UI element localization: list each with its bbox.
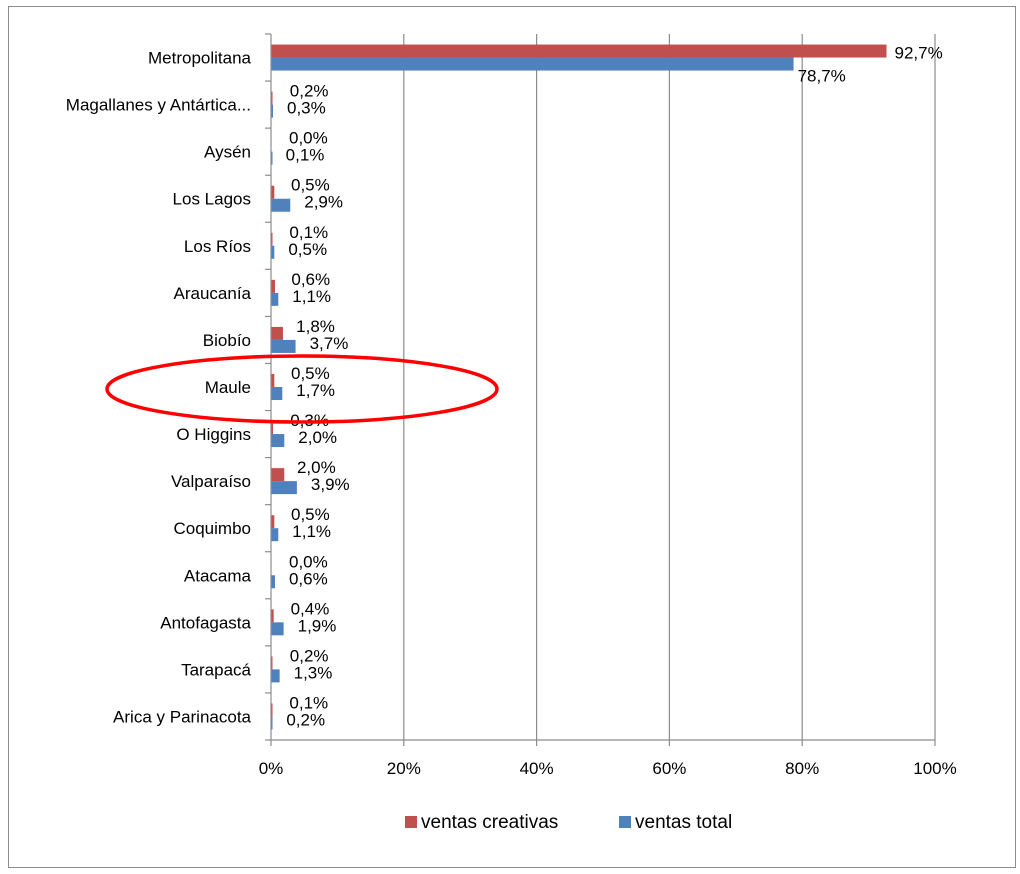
category-label: Maule <box>205 378 251 397</box>
bar-ventas-total <box>271 575 275 589</box>
bar-ventas-total <box>271 292 279 306</box>
data-label-ventas-creativas: 0,0% <box>289 129 328 148</box>
data-label-ventas-total: 2,0% <box>298 428 337 447</box>
bar-ventas-creativas <box>271 279 275 293</box>
bar-ventas-creativas <box>271 656 273 670</box>
data-label-ventas-creativas: 0,2% <box>290 646 329 665</box>
axes <box>265 33 936 746</box>
data-label-ventas-total: 1,1% <box>292 287 331 306</box>
data-label-ventas-total: 0,3% <box>287 99 326 118</box>
data-label-ventas-total: 78,7% <box>798 67 846 86</box>
data-label-ventas-creativas: 2,0% <box>297 458 336 477</box>
legend: ventas creativas ventas total <box>405 812 732 833</box>
category-label: O Higgins <box>176 425 251 444</box>
bar-ventas-creativas <box>271 374 275 387</box>
x-tick-label: 20% <box>387 759 421 778</box>
legend-swatch <box>619 816 631 828</box>
bar-ventas-creativas <box>271 515 275 529</box>
data-label-ventas-total: 0,2% <box>286 710 325 729</box>
gridlines <box>403 34 936 740</box>
category-label: Los Ríos <box>184 237 251 256</box>
data-label-ventas-total: 0,5% <box>288 240 327 259</box>
legend-label: ventas total <box>635 812 732 833</box>
category-label: Metropolitana <box>148 49 252 68</box>
data-label-ventas-creativas: 0,5% <box>291 505 330 524</box>
bar-ventas-total <box>271 245 275 259</box>
category-label: Araucanía <box>174 284 252 303</box>
data-label-ventas-total: 3,9% <box>311 475 350 494</box>
bar-ventas-creativas <box>271 91 273 105</box>
category-label: Atacama <box>184 566 252 585</box>
bars <box>271 44 887 730</box>
data-label-ventas-creativas: 0,4% <box>291 599 330 618</box>
highlight-ellipse <box>105 354 499 424</box>
data-label-ventas-total: 3,7% <box>310 334 349 353</box>
data-label-ventas-total: 1,3% <box>294 663 333 682</box>
bar-ventas-creativas <box>271 326 283 340</box>
data-label-ventas-creativas: 1,8% <box>296 317 335 336</box>
data-label-ventas-creativas: 0,2% <box>290 82 329 101</box>
bar-ventas-total <box>271 198 291 212</box>
bar-ventas-creativas <box>271 185 275 199</box>
data-label-ventas-total: 1,1% <box>292 522 331 541</box>
annotations <box>105 354 499 424</box>
category-labels: Metropolitana Magallanes y Antártica... Ay… <box>66 49 252 727</box>
category-label: Los Lagos <box>173 190 251 209</box>
chart-frame: Metropolitana Magallanes y Antártica... Ay… <box>8 6 1016 868</box>
data-label-ventas-creativas: 0,1% <box>289 223 328 242</box>
data-label-ventas-creativas: 0,5% <box>291 364 330 383</box>
bar-ventas-total <box>271 716 273 730</box>
category-label: Antofagasta <box>160 613 251 632</box>
bar-ventas-total <box>271 104 273 118</box>
legend-swatch <box>405 816 417 828</box>
bar-chart: Metropolitana Magallanes y Antártica... Ay… <box>66 33 957 833</box>
data-label-ventas-creativas: 0,6% <box>291 270 330 289</box>
data-label-ventas-creativas: 92,7% <box>895 44 943 63</box>
bar-ventas-creativas <box>271 468 285 482</box>
data-labels: 92,7%78,7%0,2%0,3%0,0%0,1%0,5%2,9%0,1%0,… <box>286 44 943 730</box>
data-label-ventas-creativas: 0,5% <box>291 176 330 195</box>
category-label: Valparaíso <box>171 472 251 491</box>
x-tick-label: 100% <box>913 759 956 778</box>
bar-ventas-creativas <box>271 232 273 246</box>
data-label-ventas-creativas: 0,1% <box>289 693 328 712</box>
bar-ventas-total <box>271 339 296 353</box>
data-label-ventas-total: 0,6% <box>289 569 328 588</box>
category-label: Tarapacá <box>181 660 251 679</box>
data-label-ventas-creativas: 0,0% <box>289 552 328 571</box>
data-label-ventas-total: 0,1% <box>286 146 325 165</box>
bar-ventas-total <box>271 528 279 542</box>
bar-ventas-creativas <box>271 44 887 58</box>
category-label: Magallanes y Antártica... <box>66 96 251 115</box>
category-label: Biobío <box>203 331 251 350</box>
data-label-ventas-total: 2,9% <box>304 193 343 212</box>
tick-labels: 0% 20% 40% 60% 80% 100% <box>259 759 957 778</box>
bar-ventas-creativas <box>271 703 273 717</box>
data-label-ventas-total: 1,9% <box>298 616 337 635</box>
category-label: Arica y Parinacota <box>113 707 251 726</box>
legend-label: ventas creativas <box>421 812 558 833</box>
bar-ventas-total <box>271 622 284 636</box>
category-label: Aysén <box>204 143 251 162</box>
bar-ventas-creativas <box>271 609 274 623</box>
x-tick-label: 0% <box>259 759 284 778</box>
bar-ventas-total <box>271 434 285 448</box>
bar-ventas-total <box>271 57 794 71</box>
category-label: Coquimbo <box>174 519 252 538</box>
bar-ventas-total <box>271 481 297 495</box>
x-tick-label: 60% <box>652 759 686 778</box>
x-tick-label: 80% <box>785 759 819 778</box>
data-label-ventas-total: 1,7% <box>296 381 335 400</box>
bar-ventas-total <box>271 151 273 165</box>
x-tick-label: 40% <box>520 759 554 778</box>
bar-ventas-total <box>271 387 283 400</box>
bar-ventas-creativas <box>271 421 273 435</box>
bar-ventas-total <box>271 669 280 683</box>
